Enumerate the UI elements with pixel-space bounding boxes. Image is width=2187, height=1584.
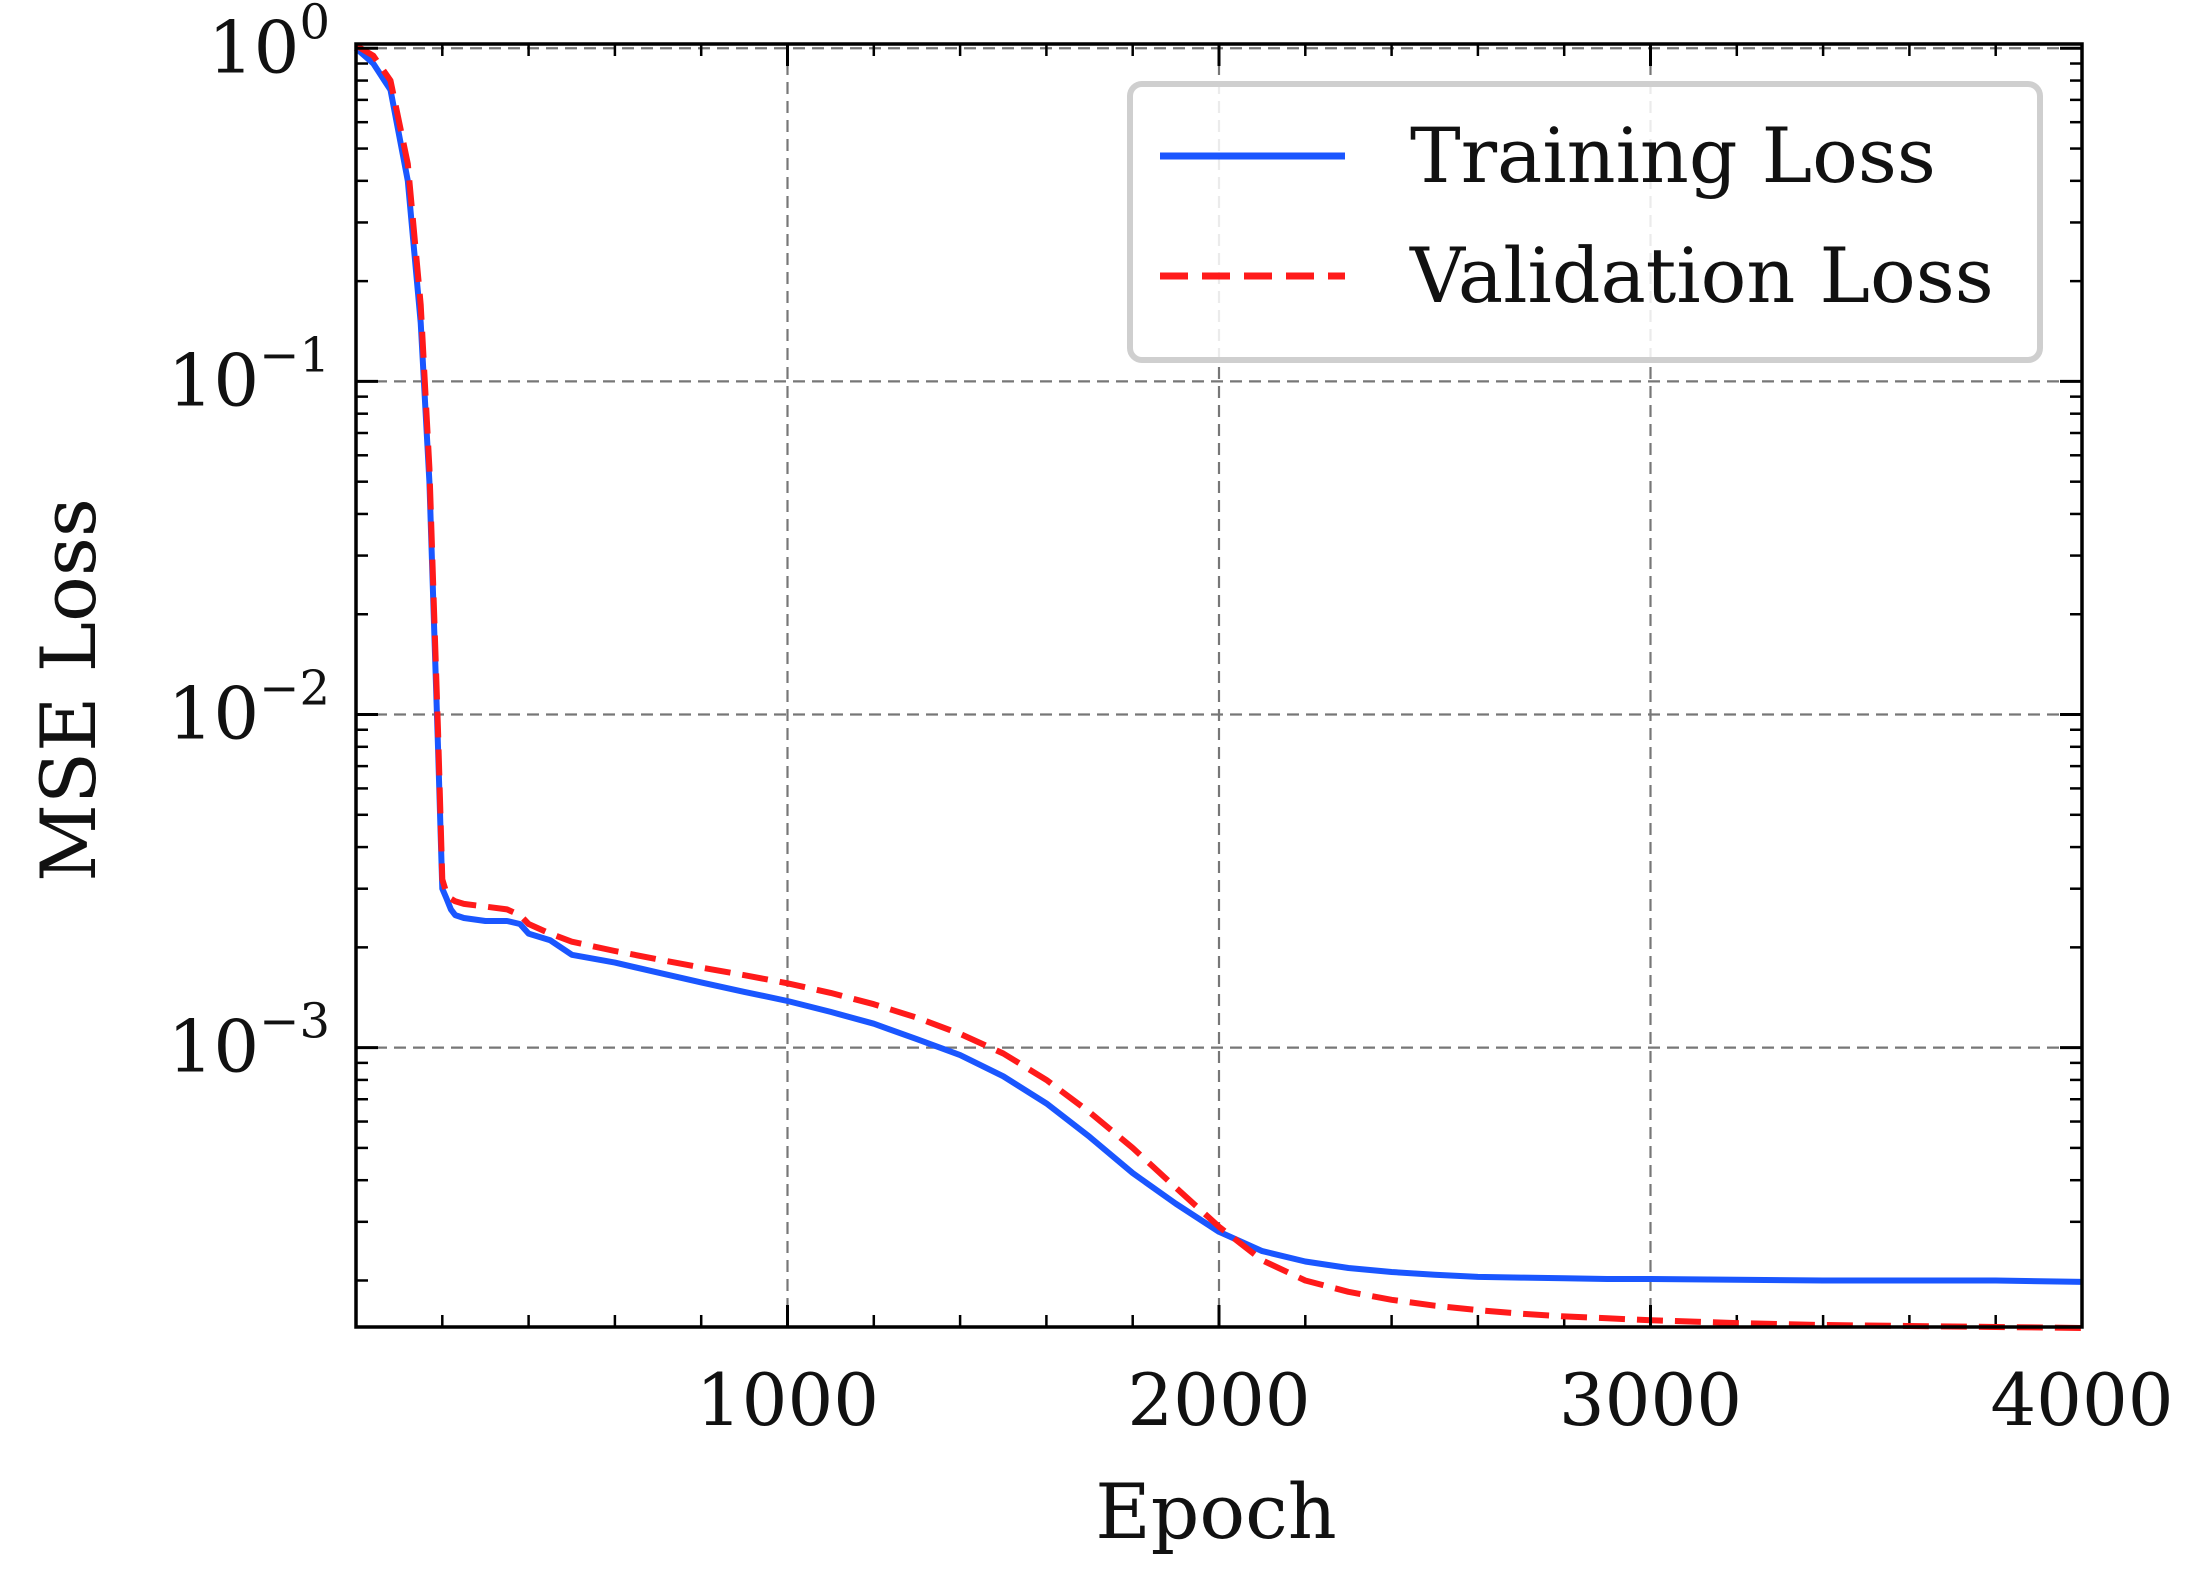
x-tick-label-1000: 1000 [696, 1358, 879, 1442]
y-tick-exponent: −2 [259, 661, 330, 717]
legend: Training Loss Validation Loss [1127, 81, 2043, 363]
legend-label-validation-loss: Validation Loss [1409, 231, 1994, 320]
x-axis-label: Epoch [1095, 1467, 1336, 1556]
series-line-validation-loss [354, 42, 2083, 1331]
legend-label-training-loss: Training Loss [1410, 111, 1936, 200]
x-tick-label-4000: 4000 [1990, 1358, 2173, 1442]
x-tick-label-3000: 3000 [1559, 1358, 1742, 1442]
x-tick-label-2000: 2000 [1127, 1358, 1310, 1442]
major-tick-marks [356, 44, 2084, 1327]
y-axis-label: MSE Loss [24, 498, 113, 882]
x-tick-labels: 1000 2000 3000 4000 [696, 1358, 2174, 1442]
y-tick-exponent: 0 [299, 0, 330, 50]
series-layer [354, 42, 2083, 1331]
y-tick-label-3: 10−3 [168, 994, 330, 1089]
y-tick-exponent: −1 [259, 327, 330, 383]
y-tick-exponent: −3 [259, 994, 330, 1050]
legend-box [1127, 81, 2043, 363]
